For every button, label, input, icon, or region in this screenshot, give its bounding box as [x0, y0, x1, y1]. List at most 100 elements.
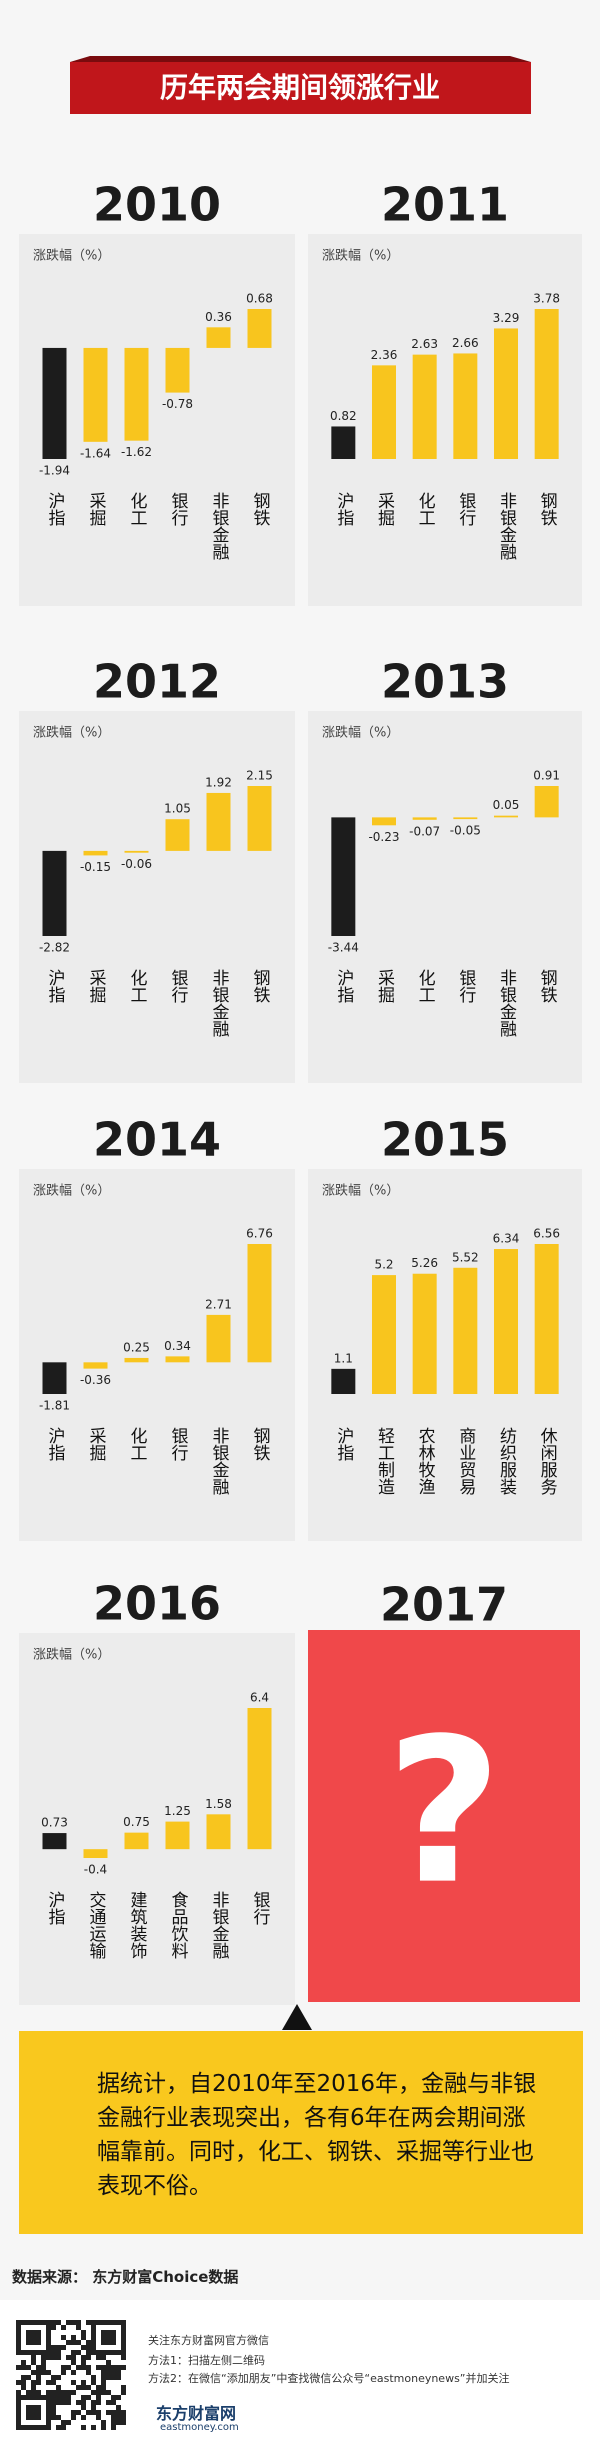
qr-cell [76, 2410, 81, 2415]
bar [83, 347, 108, 442]
year-title: 2010 [93, 178, 221, 232]
bar [124, 1357, 149, 1363]
footer: 关注东方财富网官方微信 方法1：扫描左侧二维码 方法2：在微信“添加朋友”中查找… [0, 2300, 600, 2453]
qr-cell [116, 2415, 121, 2420]
value-label: -0.05 [450, 824, 481, 838]
year-title: 2012 [93, 655, 221, 709]
category-label: 银行 [168, 969, 189, 1004]
qr-cell [61, 2425, 66, 2430]
qr-cell [96, 2390, 101, 2395]
qr-cell [66, 2320, 71, 2325]
year-title: 2014 [93, 1113, 221, 1167]
qr-cell [81, 2385, 86, 2390]
qr-cell [76, 2385, 81, 2390]
category-label: 化工 [127, 969, 148, 1003]
qr-cell [56, 2425, 61, 2430]
category-label: 采掘 [86, 969, 107, 1004]
y-label: 涨跌幅（%） [322, 1183, 399, 1199]
value-label: 6.34 [493, 1232, 520, 1246]
qr-cell [21, 2365, 26, 2370]
qr-cell [51, 2415, 56, 2420]
qr-cell [81, 2380, 86, 2385]
category-label: 沪指 [333, 492, 354, 527]
qr-cell [96, 2400, 101, 2405]
qr-cell [71, 2380, 76, 2385]
qr-cell [71, 2410, 76, 2415]
qr-cell [116, 2410, 121, 2415]
bar [453, 1267, 478, 1394]
category-label: 银行 [455, 492, 476, 527]
qr-cell [101, 2425, 106, 2430]
y-label: 涨跌幅（%） [33, 725, 110, 741]
qr-cell [51, 2350, 56, 2355]
teaser-panel [308, 1630, 580, 2002]
qr-cell [66, 2355, 71, 2360]
qr-cell [31, 2360, 36, 2365]
value-label: 0.91 [533, 769, 560, 783]
qr-cell [71, 2355, 76, 2360]
qr-cell [56, 2375, 61, 2380]
category-label: 纺织服装 [496, 1427, 517, 1495]
category-label: 化工 [127, 1427, 148, 1461]
bar [331, 1368, 356, 1394]
qr-cell [111, 2365, 116, 2370]
teaser-symbol: ? [386, 1696, 502, 1929]
qr-cell [91, 2410, 96, 2415]
value-label: -0.36 [80, 1373, 111, 1387]
bar [247, 1244, 272, 1363]
value-label: 3.78 [533, 292, 560, 306]
qr-cell [31, 2385, 36, 2390]
category-label: 银行 [250, 1891, 271, 1926]
qr-cell [66, 2395, 71, 2400]
value-label: 0.05 [493, 798, 520, 812]
qr-cell [51, 2325, 56, 2330]
category-label: 建筑装饰 [127, 1891, 148, 1959]
category-label: 化工 [127, 492, 148, 526]
qr-cell [51, 2390, 56, 2395]
qr-cell [116, 2420, 121, 2425]
qr-cell [71, 2370, 76, 2375]
category-label: 采掘 [86, 1427, 107, 1462]
category-label: 沪指 [333, 1427, 354, 1462]
qr-cell [111, 2375, 116, 2380]
qr-cell [121, 2385, 126, 2390]
qr-cell [71, 2335, 76, 2340]
bar [534, 309, 559, 459]
value-label: -1.81 [39, 1399, 70, 1413]
banner-edge [70, 56, 531, 62]
value-label: -2.82 [39, 941, 70, 955]
bar [412, 354, 437, 459]
value-label: 5.2 [374, 1258, 393, 1272]
value-label: 6.56 [533, 1227, 560, 1241]
qr-cell [116, 2370, 121, 2375]
qr-cell [101, 2370, 106, 2375]
qr-cell [36, 2390, 41, 2395]
qr-cell [56, 2350, 61, 2355]
qr-cell [51, 2320, 56, 2325]
qr-cell [86, 2385, 91, 2390]
source: 数据来源： 东方财富Choice数据 [12, 2268, 239, 2286]
qr-cell [96, 2365, 101, 2370]
method: 方法1：扫描左侧二维码 [148, 2354, 265, 2367]
qr-cell [101, 2385, 106, 2390]
y-label: 涨跌幅（%） [33, 1183, 110, 1199]
note: 据统计，自2010年至2016年，金融与非银金融行业表现突出，各有6年在两会期间… [19, 2031, 583, 2234]
qr-cell [56, 2345, 61, 2350]
qr-cell [21, 2385, 26, 2390]
qr-cell [61, 2395, 66, 2400]
qr-cell [101, 2420, 106, 2425]
qr-cell [86, 2370, 91, 2375]
qr-cell [106, 2370, 111, 2375]
qr-cell [66, 2420, 71, 2425]
qr-finder [16, 2395, 51, 2430]
qr-cell [56, 2355, 61, 2360]
qr-cell [26, 2375, 31, 2380]
bar [494, 328, 518, 459]
qr-cell [56, 2390, 61, 2395]
qr-finder [26, 2330, 41, 2345]
qr-cell [56, 2320, 61, 2325]
category-label: 银行 [168, 492, 189, 527]
bar [494, 1249, 518, 1394]
qr-cell [36, 2370, 41, 2375]
qr-cell [51, 2395, 56, 2400]
